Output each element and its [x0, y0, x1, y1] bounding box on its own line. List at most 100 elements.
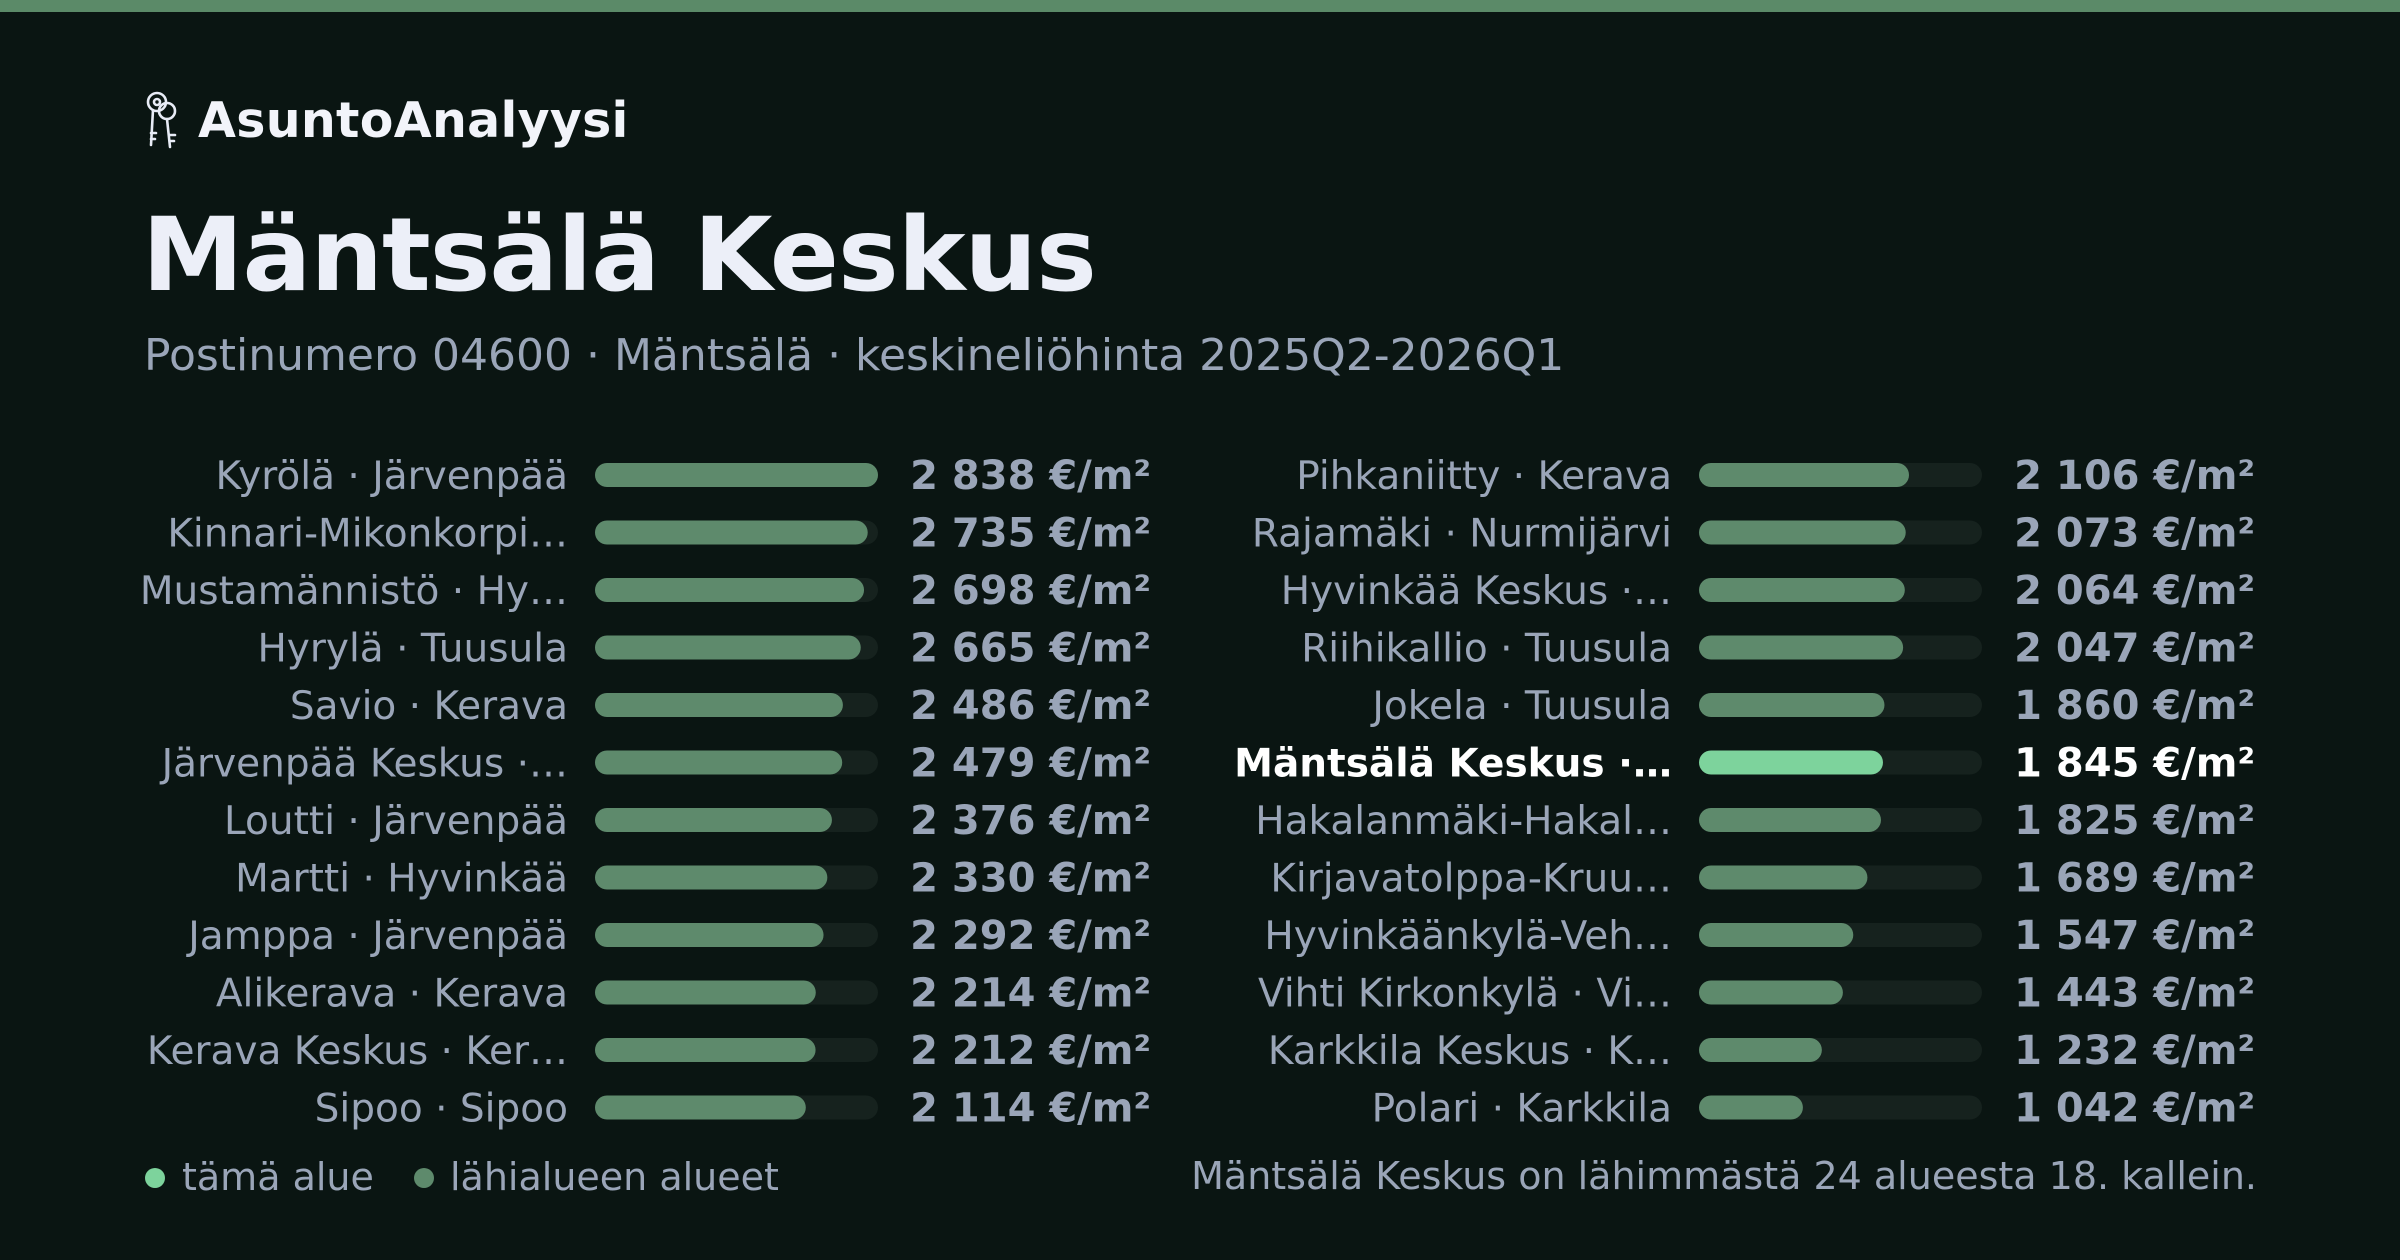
- bar-label: Järvenpää Keskus ·…: [159, 742, 568, 787]
- bar-row: Hyvinkäänkylä-Veh… 1 547 €/m²: [1264, 913, 2255, 959]
- bar-label: Mäntsälä Keskus ·…: [1234, 742, 1672, 787]
- bar-row: Pihkaniitty · Kerava 2 106 €/m²: [1296, 453, 2255, 499]
- bar-label: Kirjavatolppa-Kruu…: [1270, 857, 1672, 902]
- bar-row: Hyvinkää Keskus ·… 2 064 €/m²: [1281, 568, 2255, 614]
- bar-label: Sipoo · Sipoo: [315, 1087, 568, 1132]
- bar: [595, 1038, 816, 1062]
- bar: [1699, 635, 1904, 660]
- bar: [595, 1095, 806, 1120]
- value-label: 1 042 €/m²: [2014, 1086, 2255, 1132]
- bar: [1699, 520, 1906, 545]
- bar-row: Järvenpää Keskus ·… 2 479 €/m²: [159, 741, 1151, 787]
- value-label: 1 845 €/m²: [2014, 741, 2255, 787]
- bar-row: Vihti Kirkonkylä · Vi… 1 443 €/m²: [1258, 971, 2255, 1017]
- bar: [595, 635, 861, 660]
- value-label: 2 064 €/m²: [2014, 568, 2255, 614]
- bar: [1699, 1095, 1803, 1120]
- bar: [1699, 980, 1843, 1005]
- bar-label: Karkkila Keskus · K…: [1268, 1029, 1672, 1074]
- bar: [1699, 463, 1910, 487]
- bar-row: Mustamännistö · Hy… 2 698 €/m²: [140, 568, 1151, 614]
- legend-label: tämä alue: [182, 1155, 374, 1199]
- bar-label: Riihikallio · Tuusula: [1301, 627, 1672, 672]
- bar-row: Jokela · Tuusula 1 860 €/m²: [1369, 683, 2255, 729]
- bar-label: Hyvinkäänkylä-Veh…: [1264, 914, 1672, 959]
- legend-label: lähialueen alueet: [450, 1155, 779, 1199]
- value-label: 2 698 €/m²: [910, 568, 1151, 614]
- bar: [595, 578, 865, 602]
- bar-row: Loutti · Järvenpää 2 376 €/m²: [224, 798, 1151, 844]
- bar: [595, 808, 832, 832]
- value-label: 2 106 €/m²: [2014, 453, 2255, 499]
- value-label: 2 735 €/m²: [910, 511, 1151, 557]
- value-label: 2 214 €/m²: [910, 971, 1151, 1017]
- bar: [595, 693, 843, 717]
- bar-label: Jamppa · Järvenpää: [185, 914, 568, 959]
- legend-dot: [414, 1168, 434, 1188]
- brand-name: AsuntoAnalyysi: [198, 91, 629, 149]
- bar: [595, 750, 843, 775]
- bar-label: Mustamännistö · Hy…: [140, 569, 568, 614]
- value-label: 1 689 €/m²: [2014, 856, 2255, 902]
- value-label: 2 292 €/m²: [910, 913, 1151, 959]
- value-label: 2 114 €/m²: [910, 1086, 1151, 1132]
- bar: [595, 865, 828, 890]
- top-accent-bar: [0, 0, 2400, 12]
- bar: [1699, 578, 1905, 602]
- bar: [595, 980, 816, 1005]
- bar: [595, 923, 824, 947]
- bar-label: Pihkaniitty · Kerava: [1296, 454, 1672, 499]
- bar-row: Kyrölä · Järvenpää 2 838 €/m²: [215, 453, 1151, 499]
- bar-label: Hyvinkää Keskus ·…: [1281, 569, 1672, 614]
- page-subtitle: Postinumero 04600 · Mäntsälä · keskineli…: [144, 330, 1565, 381]
- bar: [1699, 808, 1881, 832]
- bar: [595, 520, 868, 545]
- bar-row: Sipoo · Sipoo 2 114 €/m²: [315, 1086, 1151, 1132]
- bar: [1699, 1038, 1822, 1062]
- bar-label: Vihti Kirkonkylä · Vi…: [1258, 972, 1672, 1017]
- value-label: 1 825 €/m²: [2014, 798, 2255, 844]
- bar-row: Hyrylä · Tuusula 2 665 €/m²: [257, 626, 1151, 672]
- value-label: 2 376 €/m²: [910, 798, 1151, 844]
- bar-row: Kerava Keskus · Ker… 2 212 €/m²: [147, 1028, 1151, 1074]
- legend: tämä alue lähialueen alueet: [145, 1155, 779, 1199]
- value-label: 2 047 €/m²: [2014, 626, 2255, 672]
- bar-row: Savio · Kerava 2 486 €/m²: [290, 683, 1151, 729]
- bar-label: Hakalanmäki-Hakal…: [1255, 799, 1672, 844]
- legend-dot: [145, 1168, 165, 1188]
- bar-label: Martti · Hyvinkää: [235, 857, 568, 902]
- bar: [1699, 693, 1885, 717]
- brand: AsuntoAnalyysi: [142, 90, 629, 150]
- bar: [1699, 865, 1868, 890]
- bar-label: Rajamäki · Nurmijärvi: [1252, 512, 1672, 557]
- bar-row: Alikerava · Kerava 2 214 €/m²: [216, 971, 1151, 1017]
- keys-icon: [146, 91, 177, 149]
- value-label: 2 212 €/m²: [910, 1028, 1151, 1074]
- bar-row: Kirjavatolppa-Kruu… 1 689 €/m²: [1270, 856, 2255, 902]
- value-label: 1 232 €/m²: [2014, 1028, 2255, 1074]
- value-label: 2 073 €/m²: [2014, 511, 2255, 557]
- bar-row: Polari · Karkkila 1 042 €/m²: [1372, 1086, 2255, 1132]
- value-label: 1 860 €/m²: [2014, 683, 2255, 729]
- bar-label: Kyrölä · Järvenpää: [215, 454, 568, 499]
- page-title: Mäntsälä Keskus: [142, 196, 1097, 315]
- bar: [595, 463, 878, 487]
- value-label: 1 547 €/m²: [2014, 913, 2255, 959]
- bar-row: Hakalanmäki-Hakal… 1 825 €/m²: [1255, 798, 2255, 844]
- bar-row: Rajamäki · Nurmijärvi 2 073 €/m²: [1252, 511, 2255, 557]
- bar-row: Karkkila Keskus · K… 1 232 €/m²: [1268, 1028, 2255, 1074]
- bar-label: Kerava Keskus · Ker…: [147, 1029, 568, 1074]
- bar-label: Kinnari-Mikonkorpi…: [167, 512, 568, 557]
- bar-row-highlight: Mäntsälä Keskus ·… 1 845 €/m²: [1234, 741, 2255, 787]
- value-label: 2 665 €/m²: [910, 626, 1151, 672]
- value-label: 1 443 €/m²: [2014, 971, 2255, 1017]
- bar-label: Jokela · Tuusula: [1369, 684, 1672, 729]
- ranking-note: Mäntsälä Keskus on lähimmästä 24 alueest…: [1191, 1154, 2257, 1198]
- bar-row: Martti · Hyvinkää 2 330 €/m²: [235, 856, 1151, 902]
- bar: [1699, 923, 1854, 947]
- bar: [1699, 750, 1883, 775]
- value-label: 2 479 €/m²: [910, 741, 1151, 787]
- value-label: 2 486 €/m²: [910, 683, 1151, 729]
- bar-row: Riihikallio · Tuusula 2 047 €/m²: [1301, 626, 2255, 672]
- value-label: 2 838 €/m²: [910, 453, 1151, 499]
